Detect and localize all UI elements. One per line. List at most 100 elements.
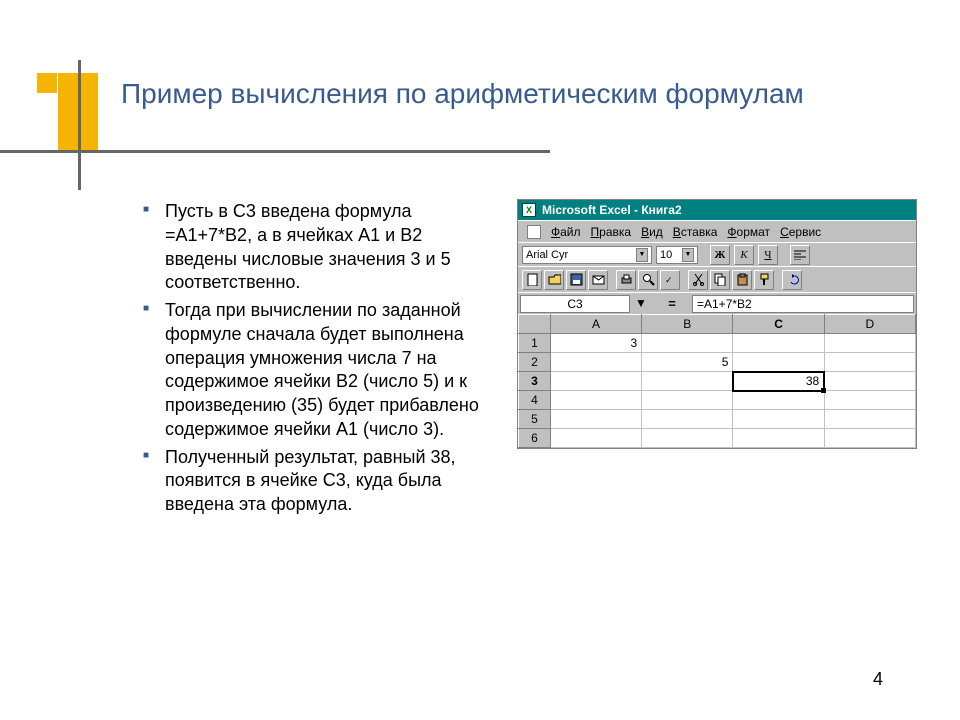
col-header[interactable]: B bbox=[642, 315, 733, 334]
cell[interactable] bbox=[642, 334, 733, 353]
align-left-button[interactable] bbox=[790, 245, 810, 265]
menu-item[interactable]: Формат bbox=[727, 225, 770, 239]
bullet-item: Пусть в С3 введена формула =А1+7*В2, а в… bbox=[143, 200, 486, 295]
menu-item[interactable]: Файл bbox=[551, 225, 581, 239]
slide-body: Пусть в С3 введена формула =А1+7*В2, а в… bbox=[143, 200, 486, 521]
cell[interactable] bbox=[550, 429, 641, 448]
bullet-text: Тогда при вычислении по заданной формуле… bbox=[165, 300, 479, 439]
name-box-value: C3 bbox=[567, 297, 582, 311]
cut-button[interactable] bbox=[688, 270, 708, 290]
underline-button[interactable]: Ч bbox=[758, 245, 778, 265]
bullet-item: Полученный результат, равный 38, появитс… bbox=[143, 446, 486, 517]
cell[interactable] bbox=[642, 372, 733, 391]
row-header[interactable]: 1 bbox=[519, 334, 551, 353]
cell[interactable] bbox=[733, 429, 824, 448]
format-painter-button[interactable] bbox=[754, 270, 774, 290]
format-painter-icon bbox=[758, 273, 771, 286]
undo-icon bbox=[786, 273, 799, 286]
deco-horizontal-line bbox=[0, 150, 550, 153]
cell[interactable] bbox=[824, 353, 915, 372]
excel-screenshot: X Microsoft Excel - Книга2 Файл Правка Вид… bbox=[517, 199, 917, 449]
open-icon bbox=[548, 273, 561, 286]
font-name-value: Arial Cyr bbox=[526, 249, 568, 261]
cell[interactable] bbox=[733, 410, 824, 429]
menu-item[interactable]: Правка bbox=[591, 225, 632, 239]
col-header[interactable]: D bbox=[824, 315, 915, 334]
dropdown-icon: ▼ bbox=[636, 248, 648, 262]
row-header[interactable]: 3 bbox=[519, 372, 551, 391]
align-left-icon bbox=[794, 250, 806, 260]
excel-standard-toolbar: ✓ bbox=[518, 266, 916, 292]
row-header[interactable]: 5 bbox=[519, 410, 551, 429]
cell[interactable] bbox=[733, 391, 824, 410]
row-header[interactable]: 6 bbox=[519, 429, 551, 448]
row-header[interactable]: 2 bbox=[519, 353, 551, 372]
save-icon bbox=[570, 273, 583, 286]
excel-formula-bar: C3 ▼ = =A1+7*B2 bbox=[518, 292, 916, 314]
cell[interactable] bbox=[550, 353, 641, 372]
bold-button[interactable]: Ж bbox=[710, 245, 730, 265]
col-header[interactable]: C bbox=[733, 315, 824, 334]
dropdown-icon: ▼ bbox=[682, 248, 694, 262]
cell[interactable] bbox=[642, 410, 733, 429]
excel-app-icon: X bbox=[522, 203, 536, 217]
cell[interactable] bbox=[550, 372, 641, 391]
preview-button[interactable] bbox=[638, 270, 658, 290]
cell[interactable] bbox=[824, 391, 915, 410]
cell[interactable]: 38 bbox=[733, 372, 824, 391]
name-box[interactable]: C3 bbox=[520, 295, 630, 313]
menu-item[interactable]: Вид bbox=[641, 225, 663, 239]
excel-font-toolbar: Arial Cyr ▼ 10 ▼ Ж К Ч bbox=[518, 242, 916, 266]
cell[interactable] bbox=[642, 429, 733, 448]
cell[interactable] bbox=[733, 334, 824, 353]
name-box-dropdown[interactable]: ▼ bbox=[634, 295, 650, 313]
preview-icon bbox=[642, 273, 655, 286]
bullet-item: Тогда при вычислении по заданной формуле… bbox=[143, 299, 486, 442]
cell[interactable] bbox=[642, 391, 733, 410]
paste-button[interactable] bbox=[732, 270, 752, 290]
print-button[interactable] bbox=[616, 270, 636, 290]
save-button[interactable] bbox=[566, 270, 586, 290]
italic-button[interactable]: К bbox=[734, 245, 754, 265]
cell[interactable] bbox=[550, 410, 641, 429]
cell[interactable] bbox=[824, 372, 915, 391]
print-icon bbox=[620, 273, 633, 286]
cell[interactable] bbox=[550, 391, 641, 410]
select-all-corner[interactable] bbox=[519, 315, 551, 334]
excel-doc-icon bbox=[527, 225, 541, 239]
spellcheck-button[interactable]: ✓ bbox=[660, 270, 680, 290]
menu-item[interactable]: Сервис bbox=[780, 225, 821, 239]
slide-title: Пример вычисления по арифметическим форм… bbox=[121, 78, 901, 110]
new-button[interactable] bbox=[522, 270, 542, 290]
font-size-combo[interactable]: 10 ▼ bbox=[656, 246, 698, 264]
dropdown-icon: ▼ bbox=[635, 296, 649, 312]
cell[interactable] bbox=[824, 334, 915, 353]
copy-icon bbox=[714, 273, 727, 286]
undo-button[interactable] bbox=[782, 270, 802, 290]
excel-window-title: Microsoft Excel - Книга2 bbox=[542, 203, 682, 217]
spellcheck-icon: ✓ bbox=[664, 273, 677, 286]
cell[interactable] bbox=[733, 353, 824, 372]
font-size-value: 10 bbox=[660, 249, 672, 261]
bullet-text: Полученный результат, равный 38, появитс… bbox=[165, 447, 456, 515]
bullet-text: Пусть в С3 введена формула =А1+7*В2, а в… bbox=[165, 201, 451, 292]
cell[interactable] bbox=[824, 410, 915, 429]
mail-icon bbox=[592, 273, 605, 286]
row-header[interactable]: 4 bbox=[519, 391, 551, 410]
svg-text:✓: ✓ bbox=[665, 275, 673, 285]
paste-icon bbox=[736, 273, 749, 286]
cell[interactable] bbox=[824, 429, 915, 448]
open-button[interactable] bbox=[544, 270, 564, 290]
deco-square-small bbox=[37, 73, 57, 93]
page-number: 4 bbox=[873, 669, 883, 690]
copy-button[interactable] bbox=[710, 270, 730, 290]
cell[interactable]: 5 bbox=[642, 353, 733, 372]
font-name-combo[interactable]: Arial Cyr ▼ bbox=[522, 246, 652, 264]
mail-button[interactable] bbox=[588, 270, 608, 290]
menu-item[interactable]: Вставка bbox=[673, 225, 718, 239]
excel-grid: ABCD1325338456 bbox=[518, 314, 916, 448]
cell[interactable]: 3 bbox=[550, 334, 641, 353]
formula-input[interactable]: =A1+7*B2 bbox=[692, 295, 914, 313]
excel-titlebar: X Microsoft Excel - Книга2 bbox=[518, 200, 916, 220]
col-header[interactable]: A bbox=[550, 315, 641, 334]
